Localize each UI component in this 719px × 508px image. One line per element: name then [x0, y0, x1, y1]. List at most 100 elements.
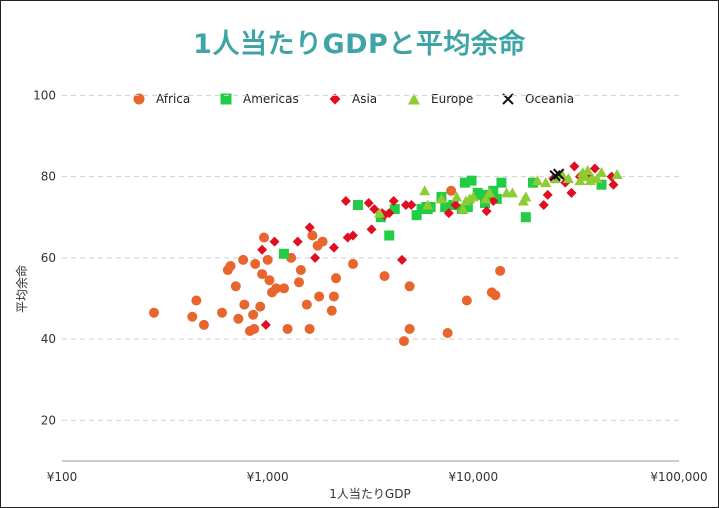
point-americas [466, 175, 477, 186]
point-africa [328, 291, 339, 302]
point-americas [389, 204, 400, 215]
point-americas [459, 177, 470, 188]
point-africa [217, 307, 228, 318]
point-europe [596, 167, 608, 178]
point-asia [542, 189, 553, 200]
point-americas [475, 189, 486, 200]
point-africa [314, 291, 325, 302]
x-tick-label: ¥10,000 [449, 470, 499, 484]
point-americas [278, 248, 289, 259]
point-africa [239, 299, 250, 310]
point-africa [262, 254, 273, 265]
point-africa [148, 307, 159, 318]
point-asia [400, 200, 411, 211]
point-africa [379, 271, 390, 282]
point-africa [490, 290, 501, 301]
point-africa [225, 260, 236, 271]
point-asia [566, 187, 577, 198]
point-europe [422, 199, 434, 210]
data-points [148, 161, 623, 347]
legend-marker-asia [329, 93, 341, 105]
legend-marker-americas [220, 93, 232, 105]
point-africa [271, 283, 282, 294]
point-africa [293, 277, 304, 288]
y-axis-title: 平均余命 [14, 265, 29, 313]
point-africa [442, 328, 453, 339]
point-asia [443, 208, 454, 219]
point-americas [496, 177, 507, 188]
point-americas [488, 185, 499, 196]
y-tick-label: 60 [41, 251, 56, 265]
point-americas [353, 200, 364, 211]
point-europe [506, 187, 518, 198]
point-africa [278, 283, 289, 294]
point-europe [467, 191, 479, 202]
point-asia [384, 208, 395, 219]
point-europe [582, 164, 594, 175]
point-asia [257, 244, 268, 255]
point-asia [328, 242, 339, 253]
point-africa [304, 323, 315, 334]
point-africa [446, 185, 457, 196]
point-asia [569, 161, 580, 172]
point-americas [527, 177, 538, 188]
point-europe [556, 169, 568, 180]
point-africa [398, 336, 409, 347]
point-asia [538, 200, 549, 211]
point-asia [348, 230, 359, 241]
point-africa [348, 258, 359, 269]
point-americas [491, 193, 502, 204]
x-tick-label: ¥100 [47, 470, 78, 484]
point-africa [264, 275, 275, 286]
point-africa [187, 311, 198, 322]
point-asia [292, 236, 303, 247]
point-africa [198, 319, 209, 330]
point-africa [295, 265, 306, 276]
point-africa [238, 254, 249, 265]
grid-lines [62, 94, 679, 421]
point-europe [484, 187, 496, 198]
point-asia [363, 197, 374, 208]
point-europe [374, 207, 386, 218]
point-africa [404, 281, 415, 292]
point-oceania [552, 168, 565, 180]
legend-item-americas[interactable]: Americas [219, 89, 299, 109]
point-europe [451, 191, 463, 202]
point-oceania [549, 170, 561, 182]
chart-title: 1人当たりGDPと平均余命 [193, 29, 526, 60]
point-africa [404, 323, 415, 334]
y-tick-label: 20 [41, 413, 56, 427]
point-europe [520, 191, 532, 202]
point-africa [326, 305, 337, 316]
legend-marker-africa [133, 93, 145, 105]
point-africa [307, 230, 318, 241]
point-africa [257, 269, 268, 280]
point-africa [301, 299, 312, 310]
point-europe [562, 173, 574, 184]
point-europe [574, 175, 586, 186]
point-asia [269, 236, 280, 247]
point-europe [480, 193, 492, 204]
point-africa [250, 258, 261, 269]
point-africa [461, 295, 472, 306]
legend-marker-europe [408, 93, 420, 105]
point-asia [450, 200, 461, 211]
point-asia [397, 254, 408, 265]
point-asia [369, 204, 380, 215]
point-asia [481, 206, 492, 217]
y-tick-label: 100 [33, 88, 56, 102]
point-europe [457, 203, 469, 214]
point-europe [419, 185, 431, 196]
point-americas [440, 202, 451, 213]
point-africa [259, 232, 270, 243]
legend-label-americas: Americas [243, 92, 299, 106]
point-africa [495, 265, 506, 276]
point-americas [384, 230, 395, 241]
x-axis-title: 1人当たりGDP [329, 487, 410, 501]
point-asia [260, 319, 271, 330]
point-africa [282, 323, 293, 334]
point-africa [248, 309, 259, 320]
x-tick-label: ¥1,000 [247, 470, 289, 484]
